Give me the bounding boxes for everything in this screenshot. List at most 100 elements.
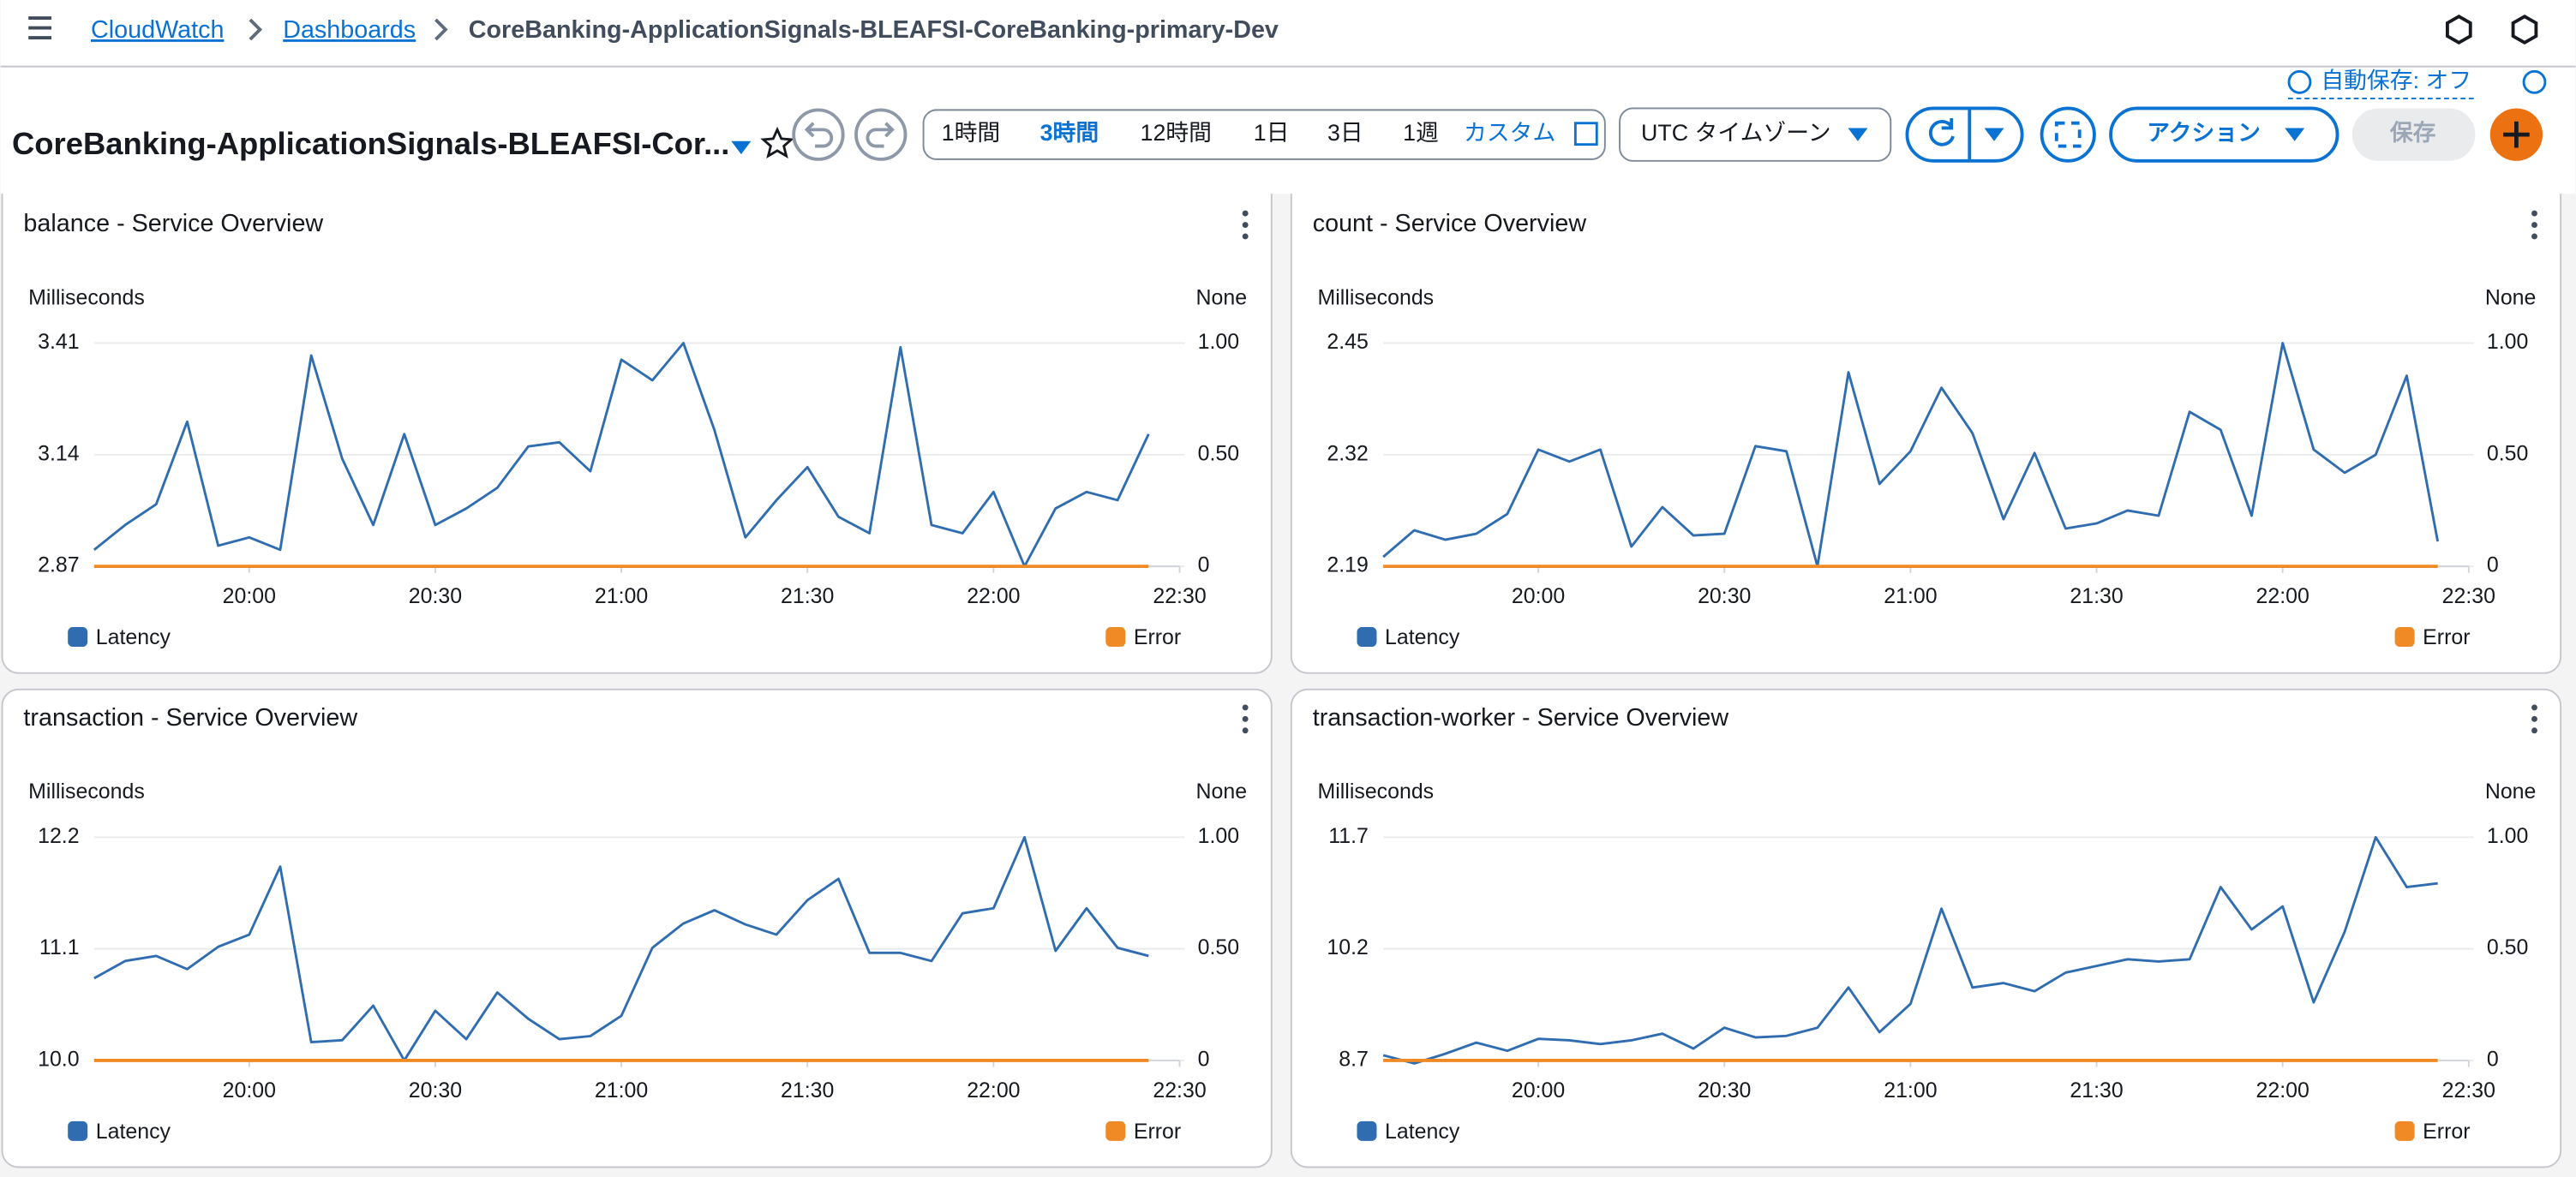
time-range[interactable]: カスタム (1464, 120, 1555, 146)
y2-axis-label: None (1196, 780, 1248, 804)
x-tick-label: 22:00 (2256, 1078, 2309, 1102)
series-line (93, 835, 1149, 1062)
undo-icon (804, 122, 834, 148)
series-line (1382, 342, 2440, 568)
x-tick-label: 21:30 (2070, 1078, 2123, 1102)
save-button[interactable] (2351, 108, 2476, 161)
legend-label: Error (2423, 1120, 2470, 1144)
legend-label: Latency (96, 1120, 171, 1144)
legend-label: Latency (96, 625, 171, 649)
y2-axis-label: None (2485, 285, 2537, 309)
y2-tick-label: 1.00 (1198, 824, 1239, 848)
breadcrumb-current: CoreBanking-ApplicationSignals-BLEAFSI-C… (469, 16, 1279, 44)
y2-tick-label: 0.50 (1198, 935, 1239, 959)
fullscreen-icon (2054, 121, 2082, 148)
y2-tick-label: 0.50 (2487, 935, 2528, 959)
legend-label: Latency (1385, 1120, 1460, 1144)
fullscreen-button[interactable] (2040, 106, 2096, 163)
dashboard-title: CoreBanking-ApplicationSignals-BLEAFSI-C… (12, 126, 729, 161)
time-range-selector (922, 109, 1606, 160)
menu-dot (2531, 222, 2537, 228)
legend-swatch (1357, 627, 1377, 648)
y-axis-label: Milliseconds (1317, 780, 1434, 804)
widget-title: count - Service Overview (1313, 210, 1587, 237)
y-tick-label: 11.1 (39, 935, 80, 959)
favorite-icon[interactable] (760, 126, 794, 159)
x-tick-label: 20:30 (1698, 1078, 1751, 1102)
menu-dot (2531, 727, 2537, 734)
y2-tick-label: 0 (2487, 1048, 2499, 1072)
breadcrumb-sep (249, 18, 263, 41)
redo-button[interactable] (854, 108, 908, 161)
y-tick-label: 3.41 (38, 330, 79, 354)
dropdown-icon[interactable] (731, 140, 752, 155)
y-axis-label: Milliseconds (28, 780, 145, 804)
x-tick-label: 21:30 (2070, 584, 2123, 608)
timezone-select[interactable] (1619, 107, 1892, 162)
x-tick-label: 22:30 (2442, 584, 2495, 608)
info-icon (2287, 69, 2312, 94)
undo-button[interactable] (792, 108, 845, 161)
y-tick-label: 2.45 (1327, 330, 1368, 354)
series-line (1382, 835, 2438, 1065)
time-range[interactable]: 1日 (1254, 120, 1290, 146)
y-tick-label: 8.7 (1339, 1048, 1369, 1072)
x-tick-label: 22:00 (967, 1078, 1020, 1102)
dropdown-icon (2285, 128, 2305, 141)
icon[interactable] (2511, 14, 2538, 45)
y2-tick-label: 1.00 (1198, 330, 1239, 354)
menu-dot (2531, 233, 2537, 240)
actions-button[interactable] (2109, 106, 2339, 163)
time-range[interactable]: 1週 (1403, 120, 1439, 146)
x-tick-label: 20:30 (1698, 584, 1751, 608)
x-tick-label: 21:00 (595, 584, 648, 608)
y2-tick-label: 0 (1198, 1048, 1210, 1072)
legend-swatch (2394, 627, 2415, 648)
y-tick-label: 3.14 (38, 441, 80, 465)
x-tick-label: 22:30 (2442, 1078, 2495, 1102)
autosave[interactable]: 自動保存: オフ (2321, 68, 2471, 93)
icon[interactable] (2446, 14, 2472, 45)
x-tick-label: 21:00 (1884, 584, 1937, 608)
menu-icon[interactable] (28, 16, 52, 39)
time-range[interactable]: 1時間 (942, 120, 1001, 146)
legend-swatch (1357, 1120, 1377, 1141)
actions: アクション (2147, 120, 2261, 146)
x-tick-label: 20:00 (1512, 1078, 1565, 1102)
widget-panel (1290, 688, 2562, 1168)
y2-tick-label: 1.00 (2487, 330, 2528, 354)
x-tick-label: 22:30 (1153, 1078, 1206, 1102)
time-range[interactable]: 12時間 (1141, 120, 1212, 146)
time-range-selected[interactable]: 3時間 (1040, 120, 1099, 146)
y2-tick-label: 0.50 (1198, 441, 1239, 465)
y2-tick-label: 0.50 (2487, 441, 2528, 465)
y2-tick-label: 1.00 (2487, 824, 2528, 848)
legend-label: Latency (1385, 625, 1460, 649)
calendar-icon[interactable] (1573, 122, 1598, 146)
y-tick-label: 11.7 (1328, 824, 1369, 848)
legend-swatch (1105, 627, 1126, 648)
y2-axis-label: None (1196, 285, 1248, 309)
dropdown-icon[interactable] (1984, 128, 2004, 141)
legend-swatch (68, 1120, 88, 1141)
menu-dot (1242, 727, 1249, 734)
time-range[interactable]: 3日 (1327, 120, 1363, 146)
widget-panel (1, 688, 1273, 1168)
refresh-button[interactable] (1905, 106, 2024, 163)
redo-icon (866, 122, 895, 148)
widget-title: balance - Service Overview (23, 210, 323, 237)
x-tick-label: 21:30 (781, 584, 834, 608)
breadcrumb-link[interactable]: CloudWatch (91, 16, 224, 44)
breadcrumb-link[interactable]: Dashboards (283, 16, 416, 44)
y-tick-label: 10.0 (38, 1048, 79, 1072)
menu-dot (1242, 222, 1249, 228)
legend-swatch (68, 627, 88, 648)
x-tick-label: 20:00 (1512, 584, 1565, 608)
menu-dot (1242, 704, 1249, 711)
breadcrumb-sep (434, 18, 448, 41)
y-axis-label: Milliseconds (1317, 285, 1434, 309)
series-line (93, 342, 1150, 568)
info-icon[interactable] (2522, 69, 2547, 94)
y-axis-label: Milliseconds (28, 285, 145, 309)
legend-label: Error (1134, 625, 1181, 649)
